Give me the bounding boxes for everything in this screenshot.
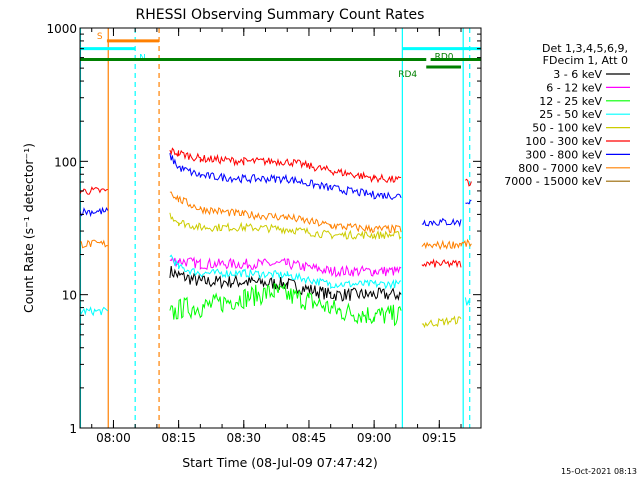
series-line [169,153,402,201]
series-line [169,256,402,278]
series-line [169,282,402,327]
series-line [169,266,402,302]
series-line [465,178,472,187]
legend-entry-label: 300 - 800 keV [525,148,602,161]
x-tick-label: 08:30 [226,431,261,445]
series-line [79,206,109,218]
legend-entry-label: 12 - 25 keV [539,95,602,108]
series-line [79,186,108,195]
series-line [79,239,108,249]
x-tick-label: 09:15 [422,431,457,445]
y-tick-label: 1 [69,422,77,436]
legend-entry-label: 50 - 100 keV [532,122,602,135]
legend-entry-label: 800 - 7000 keV [518,162,602,175]
chart-title: RHESSI Observing Summary Count Rates [136,7,425,23]
x-axis: 08:00 08:15 08:30 08:45 09:00 09:15 [91,28,462,445]
series-line [169,147,402,184]
series-line [465,199,472,205]
series-line [464,297,471,306]
legend-entry-label: 7000 - 15000 keV [504,175,602,188]
series-line [421,258,462,269]
x-tick-label: 08:15 [161,431,196,445]
plot-area: SNRD0RD4 [79,28,481,428]
series-line [421,238,472,251]
x-tick-label: 09:00 [357,431,392,445]
footer-timestamp: 15-Oct-2021 08:13 [561,467,637,476]
x-tick-label: 08:00 [96,431,131,445]
x-tick-label: 08:45 [292,431,327,445]
y-tick-label: 100 [54,155,77,169]
legend-entry-label: 6 - 12 keV [546,81,602,94]
legend-header: FDecim 1, Att 0 [543,54,628,67]
legend-entry-label: 100 - 300 keV [525,135,602,148]
series-line [169,191,402,234]
y-tick-label: 10 [62,289,77,303]
y-tick-label: 1000 [46,22,77,36]
series-line [169,212,402,241]
x-axis-label: Start Time (08-Jul-09 07:47:42) [182,455,378,470]
y-axis-label: Count Rate (s⁻¹ detector⁻¹) [21,143,36,313]
plot-frame [79,27,482,429]
series-line [169,254,402,290]
legend: Det 1,3,4,5,6,9,FDecim 1, Att 03 - 6 keV… [504,42,630,188]
legend-header: Det 1,3,4,5,6,9, [542,42,628,55]
marker-label: S [97,32,103,42]
marker-label: RD4 [398,70,417,80]
series-line [421,217,462,228]
marker-label: RD0 [435,53,454,63]
series-line [79,306,109,317]
series-line [421,315,462,329]
y-axis: 1 10 100 1000 [46,22,481,436]
legend-entry-label: 25 - 50 keV [539,108,602,121]
legend-entry-label: 3 - 6 keV [553,68,602,81]
